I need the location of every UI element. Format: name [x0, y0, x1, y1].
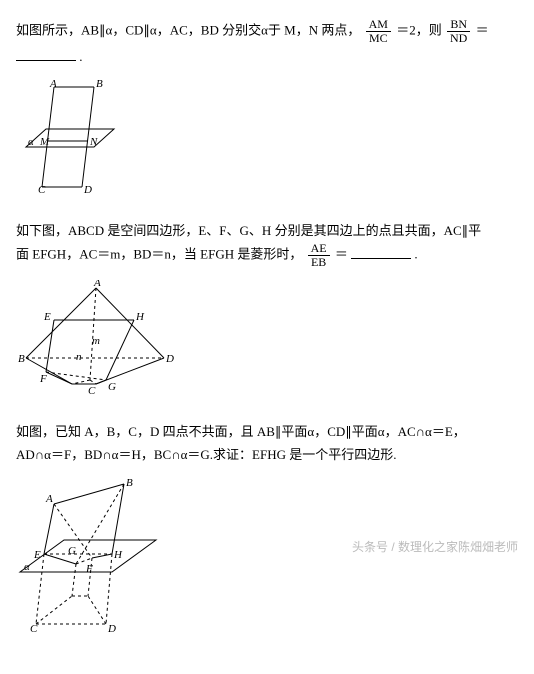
- svg-text:B: B: [18, 353, 25, 365]
- svg-text:E: E: [33, 549, 41, 561]
- p3-line2: AD∩α＝F，BD∩α＝H，BC∩α＝G.求证：EFHG 是一个平行四边形.: [16, 443, 518, 466]
- p1-part1: ＝2，则: [396, 23, 442, 38]
- problem-2-text: 如下图，ABCD 是空间四边形，E、F、G、H 分别是其四边上的点且共面，AC∥…: [16, 219, 518, 270]
- svg-text:G: G: [68, 545, 76, 557]
- p2-line1: 如下图，ABCD 是空间四边形，E、F、G、H 分别是其四边上的点且共面，AC∥…: [16, 219, 518, 242]
- problem-3-text: 如图，已知 A，B，C，D 四点不共面，且 AB∥平面α，CD∥平面α，AC∩α…: [16, 420, 518, 467]
- problem-2-figure: A B D E H F CGmn: [16, 280, 518, 400]
- svg-text:A: A: [93, 280, 101, 289]
- p1-part2: ＝: [476, 23, 489, 38]
- svg-text:α: α: [24, 561, 30, 573]
- svg-text:C: C: [88, 385, 96, 397]
- svg-text:F: F: [39, 373, 47, 385]
- svg-text:B: B: [96, 79, 103, 90]
- figure-3-svg: A B E H GFα C D: [16, 476, 176, 636]
- svg-text:H: H: [135, 311, 145, 323]
- svg-text:C: C: [30, 623, 38, 635]
- svg-text:B: B: [126, 477, 133, 489]
- figure-1-svg: A B M Nα C D: [16, 79, 136, 199]
- problem-1-text: 如图所示，AB∥α，CD∥α，AC，BD 分别交α于 M，N 两点， AM MC…: [16, 18, 518, 69]
- svg-text:N: N: [89, 136, 98, 148]
- svg-text:E: E: [43, 311, 51, 323]
- p2-blank: [351, 245, 411, 259]
- figure-2-svg: A B D E H F CGmn: [16, 280, 176, 400]
- watermark: 头条号 / 数理化之家陈畑畑老师: [352, 537, 518, 559]
- svg-text:n: n: [76, 351, 82, 363]
- svg-text:G: G: [108, 381, 116, 393]
- p1-part0: 如图所示，AB∥α，CD∥α，AC，BD 分别交α于 M，N 两点，: [16, 23, 360, 38]
- svg-text:A: A: [45, 493, 53, 505]
- p1-frac1: AM MC: [366, 18, 391, 45]
- svg-text:A: A: [49, 79, 57, 90]
- svg-text:M: M: [39, 136, 50, 148]
- svg-text:H: H: [113, 549, 123, 561]
- problem-1-figure: A B M Nα C D: [16, 79, 518, 199]
- svg-text:m: m: [92, 335, 100, 347]
- p3-line1: 如图，已知 A，B，C，D 四点不共面，且 AB∥平面α，CD∥平面α，AC∩α…: [16, 420, 518, 443]
- p1-frac2: BN ND: [447, 18, 470, 45]
- svg-text:α: α: [28, 136, 34, 148]
- svg-text:F: F: [85, 563, 93, 575]
- p2-frac: AE EB: [308, 242, 330, 269]
- svg-text:D: D: [107, 623, 116, 635]
- p2-line2: 面 EFGH，AC＝m，BD＝n，当 EFGH 是菱形时， AE EB ＝ .: [16, 242, 518, 269]
- svg-text:D: D: [83, 184, 92, 196]
- p1-part3: .: [79, 49, 82, 64]
- p1-blank: [16, 47, 76, 61]
- svg-text:D: D: [165, 353, 174, 365]
- svg-text:C: C: [38, 184, 46, 196]
